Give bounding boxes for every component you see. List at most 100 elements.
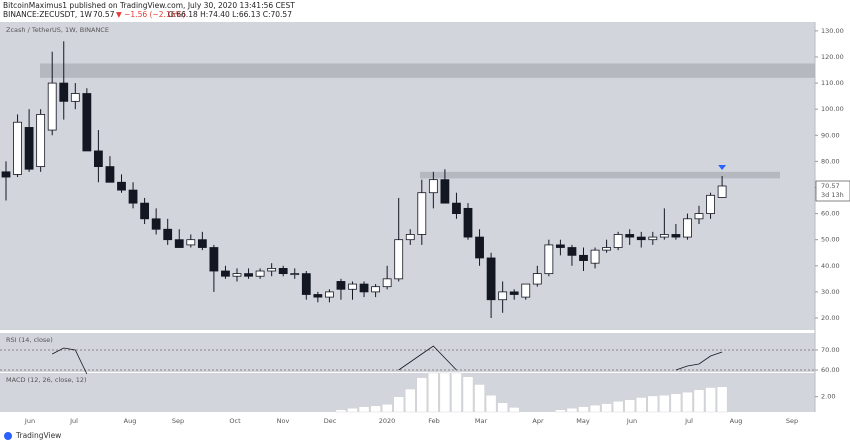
histogram-bar <box>716 386 728 413</box>
candle-body <box>683 218 692 238</box>
x-tick-label: Aug <box>730 417 743 425</box>
x-tick-label: Feb <box>428 417 440 425</box>
histogram-bar <box>693 389 705 413</box>
rsi-pane <box>0 333 815 372</box>
candle-body <box>324 291 334 298</box>
histogram-bar <box>393 396 404 413</box>
candle-body <box>197 239 207 248</box>
candle-body <box>625 234 635 238</box>
histogram-bar <box>601 403 612 413</box>
candle-body <box>186 239 196 246</box>
y-tick-label: 30.00 <box>821 288 840 296</box>
candle-body <box>567 247 577 256</box>
candle-body <box>313 294 323 298</box>
candle-body <box>694 213 704 220</box>
y-tick-label: 130.00 <box>821 27 844 35</box>
candle-body <box>405 234 415 241</box>
histogram-bar <box>347 407 358 413</box>
histogram-bar <box>451 372 462 413</box>
candle-body <box>278 267 288 275</box>
histogram-bar <box>485 394 497 413</box>
histogram-bar <box>474 384 485 413</box>
histogram-bar <box>705 387 716 413</box>
x-tick-label: Jun <box>626 417 637 425</box>
candle-body <box>648 236 658 241</box>
x-tick-label: Apr <box>532 417 544 425</box>
candle-body <box>532 273 542 285</box>
x-tick-label: Jun <box>24 417 35 425</box>
histogram-bar <box>381 404 393 413</box>
candle-body <box>613 234 623 248</box>
histogram-bar <box>335 409 347 413</box>
histogram-bar <box>439 372 451 413</box>
x-tick-label: Sep <box>172 417 184 425</box>
x-tick-label: Mar <box>475 417 488 425</box>
candle-body <box>706 194 715 214</box>
y-tick-label: 20.00 <box>821 314 840 322</box>
candle-body <box>371 286 381 293</box>
x-tick-label: Sep <box>786 417 798 425</box>
histogram-bar <box>509 407 520 413</box>
candle-body <box>348 283 357 290</box>
candle-body <box>717 185 727 198</box>
candle-body <box>163 228 173 241</box>
histogram-bar <box>497 402 508 413</box>
footer-logo: TradingView <box>15 431 61 440</box>
candle-body <box>556 244 565 248</box>
candle-body <box>70 93 80 102</box>
histogram-bar <box>636 397 647 413</box>
publish-line: BitcoinMaximus1 published on TradingView… <box>3 1 295 10</box>
candle-body <box>140 202 150 220</box>
y-tick-label: 60.00 <box>821 210 840 218</box>
candle-body <box>105 166 115 183</box>
rsi-title: RSI (14, close) <box>6 336 53 344</box>
histogram-bar <box>428 372 439 413</box>
change: ▼ −1.56 (−2.16%) <box>116 10 186 19</box>
candle-body <box>486 257 496 301</box>
candle-body <box>659 234 669 238</box>
candle-body <box>452 202 461 214</box>
candle-body <box>671 234 681 238</box>
y-tick-label: 110.00 <box>821 79 844 87</box>
candle-body <box>579 254 588 261</box>
candle-body <box>509 291 519 295</box>
candle-body <box>336 281 346 290</box>
y-tick-label: 120.00 <box>821 53 844 61</box>
y-tick-label: 60.00 <box>821 366 840 374</box>
candle-body <box>24 127 34 170</box>
candle-body <box>244 273 253 277</box>
rsi-line <box>52 345 723 375</box>
histogram-bar <box>670 393 682 413</box>
macd-title: MACD (12, 26, close, 12) <box>6 376 87 384</box>
candle-body <box>151 218 161 230</box>
histogram-bar <box>566 407 578 413</box>
pane-title: Zcash / TetherUS, 1W, BINANCE <box>6 26 109 34</box>
candle-body <box>174 239 184 248</box>
histogram-bar <box>405 388 416 413</box>
candle-body <box>267 267 277 272</box>
price-tag <box>815 180 850 202</box>
symbol: BINANCE:ZECUSDT, 1W <box>3 10 92 19</box>
y-tick-label: 80.00 <box>821 157 840 165</box>
candle-body <box>128 189 138 204</box>
ohlc: O:66.18 H:74.40 L:66.13 C:70.57 <box>168 10 292 19</box>
histogram-bar <box>659 394 670 413</box>
candle-body <box>232 273 242 277</box>
candle-body <box>301 273 311 295</box>
x-tick-label: Dec <box>324 417 337 425</box>
y-tick-label: 70.00 <box>821 346 840 354</box>
histogram-bar <box>555 409 566 413</box>
candle-body <box>440 179 450 204</box>
candle-body <box>521 283 531 298</box>
countdown: 3d 13h <box>821 191 844 199</box>
candle-body <box>382 278 392 288</box>
candle-body <box>498 291 508 301</box>
histogram-bar <box>624 399 635 413</box>
histogram-bar <box>462 376 474 413</box>
x-tick-label: Aug <box>124 417 137 425</box>
histogram-bar <box>416 377 427 413</box>
y-tick-label: 90.00 <box>821 131 840 139</box>
candle-body <box>475 236 484 259</box>
zone <box>420 171 780 179</box>
